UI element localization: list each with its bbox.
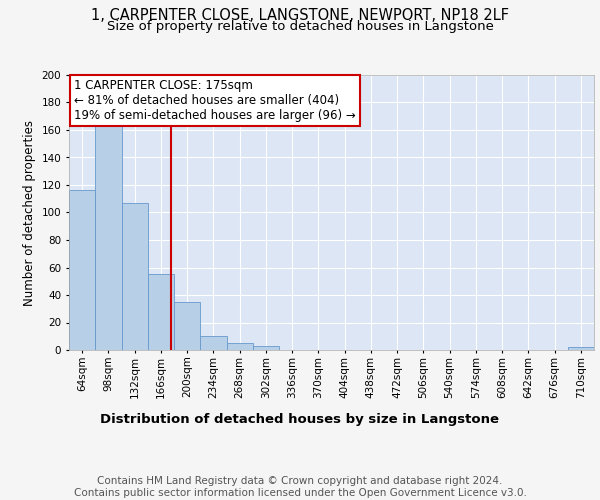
Bar [121, 203, 148, 350]
Y-axis label: Number of detached properties: Number of detached properties [23, 120, 36, 306]
Text: Size of property relative to detached houses in Langstone: Size of property relative to detached ho… [107, 20, 493, 33]
Bar [69, 190, 95, 350]
Text: 1 CARPENTER CLOSE: 175sqm
← 81% of detached houses are smaller (404)
19% of semi: 1 CARPENTER CLOSE: 175sqm ← 81% of detac… [74, 79, 356, 122]
Bar [95, 126, 121, 350]
Text: Distribution of detached houses by size in Langstone: Distribution of detached houses by size … [101, 412, 499, 426]
Text: 1, CARPENTER CLOSE, LANGSTONE, NEWPORT, NP18 2LF: 1, CARPENTER CLOSE, LANGSTONE, NEWPORT, … [91, 8, 509, 22]
Bar [174, 302, 200, 350]
Bar [148, 274, 174, 350]
Bar [568, 347, 594, 350]
Bar [200, 336, 227, 350]
Bar [253, 346, 279, 350]
Bar [227, 343, 253, 350]
Text: Contains HM Land Registry data © Crown copyright and database right 2024.
Contai: Contains HM Land Registry data © Crown c… [74, 476, 526, 498]
